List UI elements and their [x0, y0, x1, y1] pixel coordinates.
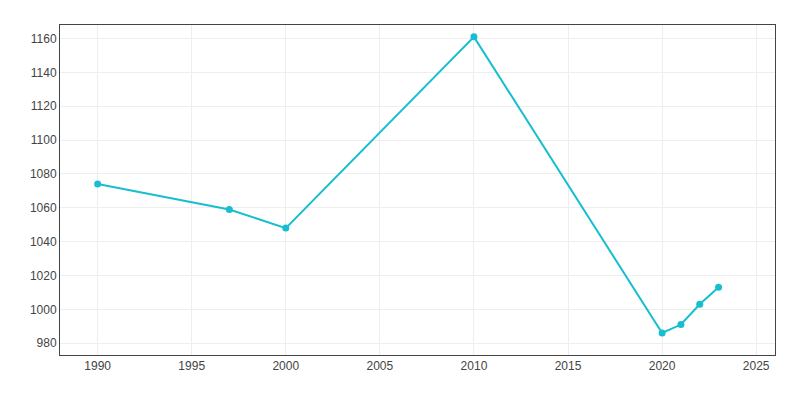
svg-text:2010: 2010: [461, 359, 488, 373]
svg-text:1140: 1140: [31, 66, 57, 80]
svg-text:1160: 1160: [31, 32, 57, 46]
svg-text:1995: 1995: [178, 359, 205, 373]
svg-text:1100: 1100: [31, 133, 57, 147]
svg-text:1990: 1990: [84, 359, 111, 373]
svg-text:1080: 1080: [30, 167, 57, 181]
svg-text:1060: 1060: [30, 201, 57, 215]
svg-text:2020: 2020: [649, 359, 676, 373]
svg-text:980: 980: [37, 336, 57, 350]
svg-text:2025: 2025: [743, 359, 770, 373]
svg-text:2005: 2005: [367, 359, 394, 373]
svg-text:2015: 2015: [555, 359, 582, 373]
svg-text:1040: 1040: [30, 235, 57, 249]
svg-text:1000: 1000: [30, 303, 57, 317]
svg-text:1020: 1020: [30, 269, 57, 283]
svg-text:2000: 2000: [272, 359, 299, 373]
svg-text:1120: 1120: [31, 99, 57, 113]
